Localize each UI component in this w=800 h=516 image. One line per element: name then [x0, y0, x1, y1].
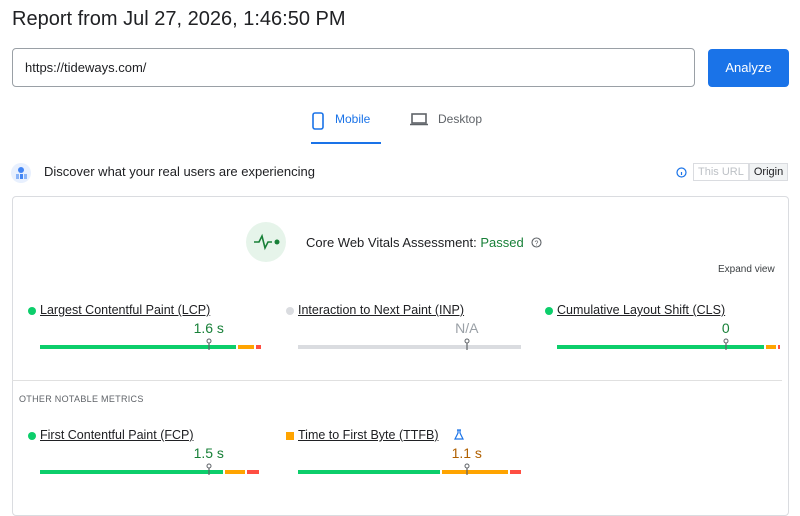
mobile-tab[interactable]: Mobile	[311, 112, 381, 144]
users-icon	[11, 163, 31, 183]
status-indicator	[28, 307, 36, 315]
distribution-segment	[40, 470, 223, 474]
expand-view-link[interactable]: Expand view	[718, 264, 775, 275]
distribution-segment	[298, 470, 440, 474]
metric-name[interactable]: First Contentful Paint (FCP)	[40, 428, 194, 442]
status-indicator	[28, 432, 36, 440]
experimental-icon	[454, 429, 464, 443]
p75-marker	[206, 462, 212, 475]
report-title: Report from Jul 27, 2026, 1:46:50 PM	[12, 8, 346, 30]
distribution-segment	[766, 345, 776, 349]
distribution-segment	[40, 345, 236, 349]
distribution-segment	[777, 345, 780, 349]
metric-name[interactable]: Largest Contentful Paint (LCP)	[40, 303, 211, 317]
assessment-label: Core Web Vitals Assessment:	[306, 235, 477, 250]
p75-marker	[206, 337, 212, 350]
metric-value: N/A	[455, 320, 479, 336]
status-indicator	[545, 307, 553, 315]
info-icon	[676, 167, 687, 178]
analyze-button[interactable]: Analyze	[708, 49, 789, 87]
metric-value: 1.5 s	[193, 445, 224, 461]
metric-value: 0	[721, 320, 730, 336]
p75-marker	[723, 337, 729, 350]
distribution-segment	[224, 470, 245, 474]
distribution-segment	[298, 345, 521, 349]
distribution-segment	[256, 345, 261, 349]
metric-name[interactable]: Interaction to Next Paint (INP)	[298, 303, 465, 317]
p75-marker	[464, 337, 470, 350]
status-indicator	[286, 432, 294, 440]
section-heading: Discover what your real users are experi…	[44, 164, 315, 179]
help-icon: ?	[531, 237, 542, 248]
metric-value: 1.6 s	[193, 320, 224, 336]
other-metrics-heading: OTHER NOTABLE METRICS	[19, 394, 144, 404]
distribution-segment	[247, 470, 259, 474]
mobile-icon	[312, 112, 324, 130]
url-input[interactable]: https://tideways.com/	[12, 48, 695, 87]
toggle-option[interactable]: This URL	[693, 163, 749, 181]
assessment: Core Web Vitals Assessment: Passed ?	[306, 235, 542, 250]
metric-name[interactable]: Time to First Byte (TTFB)	[298, 428, 439, 442]
divider	[12, 380, 782, 381]
p75-marker	[464, 462, 470, 475]
desktop-icon	[410, 113, 428, 126]
body: {"header": {"title": "Report from Jul 27…	[11, 8, 789, 516]
page: PageSpeed report html, body { margin: 0;…	[11, 8, 789, 516]
desktop-tab[interactable]: Desktop	[410, 112, 482, 142]
distribution-segment	[442, 470, 508, 474]
tab-label: Mobile	[335, 112, 371, 126]
distribution-segment	[509, 470, 521, 474]
distribution-segment	[557, 345, 765, 349]
toggle-option[interactable]: Origin	[748, 163, 789, 181]
status-indicator	[286, 307, 294, 315]
distribution-segment	[238, 345, 254, 349]
tab-label: Desktop	[438, 112, 483, 126]
url-origin-toggle: This URL Origin	[693, 163, 789, 181]
metric-name[interactable]: Cumulative Layout Shift (CLS)	[557, 303, 726, 317]
metric-value: 1.1 s	[451, 445, 482, 461]
svg-text:?: ?	[535, 240, 539, 247]
cwv-icon	[246, 222, 286, 262]
assessment-result: Passed	[480, 235, 524, 250]
